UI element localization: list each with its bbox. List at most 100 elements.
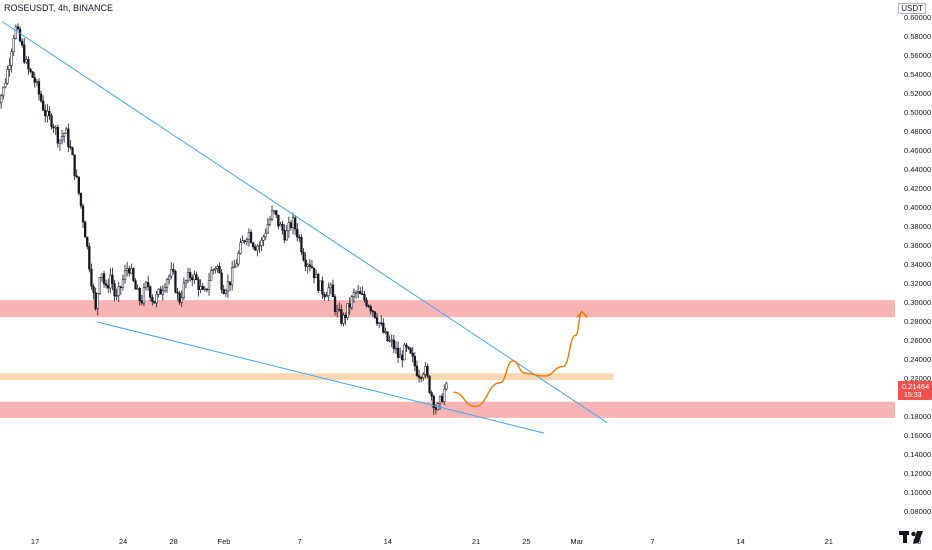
price-tick-label: 0.38000 — [904, 222, 931, 231]
candle — [121, 274, 125, 291]
candle — [100, 273, 104, 283]
candle — [216, 264, 219, 273]
candle — [388, 335, 391, 343]
time-tick-label: 14 — [384, 537, 392, 546]
candle — [46, 104, 49, 123]
candle — [18, 26, 22, 43]
candle — [60, 130, 64, 145]
candle — [277, 214, 280, 230]
candle — [317, 272, 320, 293]
candle — [396, 341, 400, 364]
price-axis[interactable]: 0.60000 0.58000 0.56000 0.54000 0.52000 0.500… — [895, 0, 932, 550]
candle — [415, 360, 419, 377]
candle — [275, 210, 278, 219]
time-tick-label: Feb — [218, 537, 231, 546]
time-tick-label: 21 — [472, 537, 480, 546]
candle — [119, 286, 122, 295]
candle — [16, 23, 20, 31]
candle — [363, 290, 366, 303]
candle — [237, 250, 240, 267]
candle — [207, 272, 211, 296]
last-price: 0.21464 — [902, 382, 929, 391]
candle — [214, 266, 217, 274]
candle — [54, 125, 57, 136]
candle — [157, 288, 160, 298]
zone-0 — [0, 300, 895, 318]
candle — [327, 282, 330, 301]
candle — [161, 285, 164, 301]
candle — [249, 229, 253, 244]
candle — [65, 126, 68, 134]
price-tick-label: 0.40000 — [904, 203, 931, 212]
candle — [209, 266, 213, 281]
candle — [235, 259, 238, 268]
candle — [149, 285, 152, 302]
candle — [167, 274, 171, 285]
candle — [12, 35, 15, 56]
candle — [52, 123, 55, 134]
candle — [409, 347, 412, 355]
candle — [350, 295, 353, 310]
candle — [411, 346, 414, 363]
price-tick-label: 0.50000 — [904, 108, 931, 117]
candle — [136, 284, 139, 290]
candle — [0, 93, 3, 109]
arrowhead-icon — [576, 310, 588, 318]
candle — [37, 78, 41, 101]
candle — [272, 209, 276, 215]
candle — [401, 350, 404, 368]
currency-label: USDT — [898, 3, 926, 14]
candle — [310, 260, 314, 269]
candle — [422, 372, 425, 381]
candle — [239, 238, 242, 255]
price-tick-label: 0.58000 — [904, 32, 931, 41]
candle — [308, 259, 311, 272]
candle — [319, 280, 322, 291]
candle — [6, 65, 9, 85]
candle — [199, 279, 202, 294]
candle — [241, 235, 244, 244]
candle — [8, 58, 11, 77]
candle — [407, 346, 410, 350]
candle — [266, 218, 269, 234]
candle — [75, 169, 78, 179]
candle — [331, 279, 335, 297]
candle — [102, 270, 106, 288]
candle — [323, 292, 326, 301]
candle — [125, 261, 129, 277]
zone-1 — [0, 373, 614, 380]
trendline-0 — [2, 21, 608, 424]
candle — [352, 288, 356, 303]
price-tick-label: 0.22000 — [904, 374, 931, 383]
candle — [56, 124, 59, 148]
time-tick-label: 28 — [169, 537, 177, 546]
candle — [191, 274, 194, 287]
candle — [44, 104, 47, 123]
candle — [382, 318, 385, 334]
time-tick-label: 24 — [119, 537, 127, 546]
candle — [178, 290, 181, 305]
candle — [426, 363, 429, 379]
candle — [23, 37, 26, 64]
candle — [151, 294, 154, 306]
time-axis[interactable]: 172428Feb7142125Mar7142128Apr5 — [0, 531, 932, 550]
candle — [159, 286, 162, 295]
candle — [333, 294, 337, 316]
candle — [251, 241, 255, 250]
candle — [283, 224, 286, 244]
time-tick-label: 21 — [825, 537, 833, 546]
last-price-tag: 0.21464 15:33 — [898, 381, 932, 400]
candle — [314, 269, 318, 278]
candle — [262, 234, 265, 247]
price-tick-label: 0.24000 — [904, 355, 931, 364]
support-resistance-zones — [0, 300, 895, 418]
candle — [233, 259, 236, 269]
candle — [392, 334, 395, 353]
candle — [390, 334, 393, 348]
candle — [380, 315, 383, 327]
candle — [29, 68, 32, 74]
candle — [354, 290, 358, 299]
candle — [373, 311, 377, 319]
candle — [96, 292, 99, 316]
